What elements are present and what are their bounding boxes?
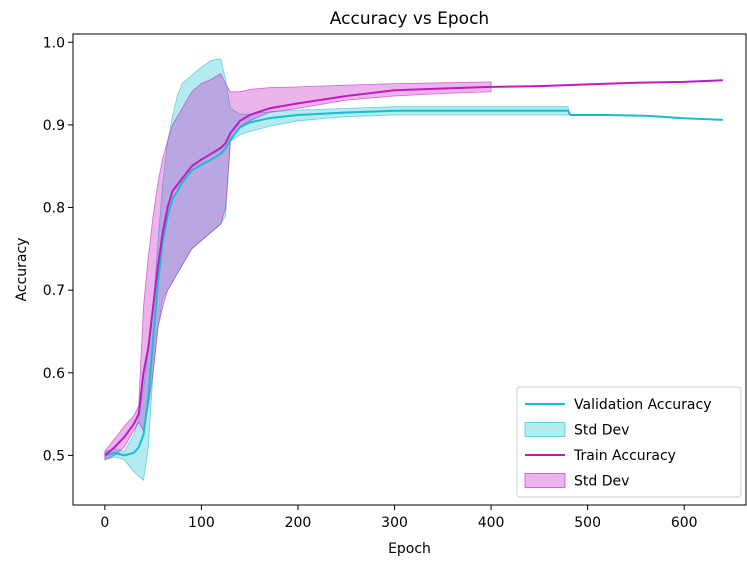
legend-label: Std Dev	[574, 474, 629, 490]
x-tick-label: 600	[671, 515, 698, 531]
legend-band-swatch	[524, 422, 566, 437]
plot-frame	[72, 33, 747, 506]
std-dev-band-1	[104, 73, 492, 461]
y-tick-label: 0.7	[43, 283, 65, 299]
series-line-0	[104, 109, 723, 457]
series-line-1	[104, 79, 723, 457]
legend-label: Train Accuracy	[573, 448, 676, 464]
legend-label: Validation Accuracy	[574, 397, 712, 413]
x-tick-label: 500	[574, 515, 601, 531]
x-tick-label: 200	[285, 515, 312, 531]
legend: Validation Accuracy Std Dev Train Accuracy…	[516, 386, 742, 498]
legend-label: Std Dev	[574, 423, 629, 439]
x-tick-label: 0	[100, 515, 109, 531]
y-tick-label: 1.0	[43, 35, 65, 51]
y-tick-label: 0.8	[43, 201, 65, 217]
chart-title: Accuracy vs Epoch	[330, 9, 489, 29]
x-axis-ticks: 0 100 200 300 400 500 600	[100, 505, 698, 531]
y-tick-label: 0.5	[43, 448, 65, 464]
x-axis-label: Epoch	[388, 541, 431, 557]
y-axis-ticks: 0.5 0.6 0.7 0.8 0.9 1.0	[43, 35, 73, 464]
std-dev-bands	[104, 58, 569, 481]
x-tick-label: 100	[188, 515, 215, 531]
legend-box	[516, 386, 742, 498]
legend-band-swatch	[524, 473, 566, 488]
y-tick-label: 0.6	[43, 366, 65, 382]
accuracy-lines	[104, 79, 723, 457]
x-tick-label: 300	[381, 515, 408, 531]
y-axis-label: Accuracy	[14, 238, 30, 302]
y-tick-label: 0.9	[43, 118, 65, 134]
x-tick-label: 400	[478, 515, 505, 531]
